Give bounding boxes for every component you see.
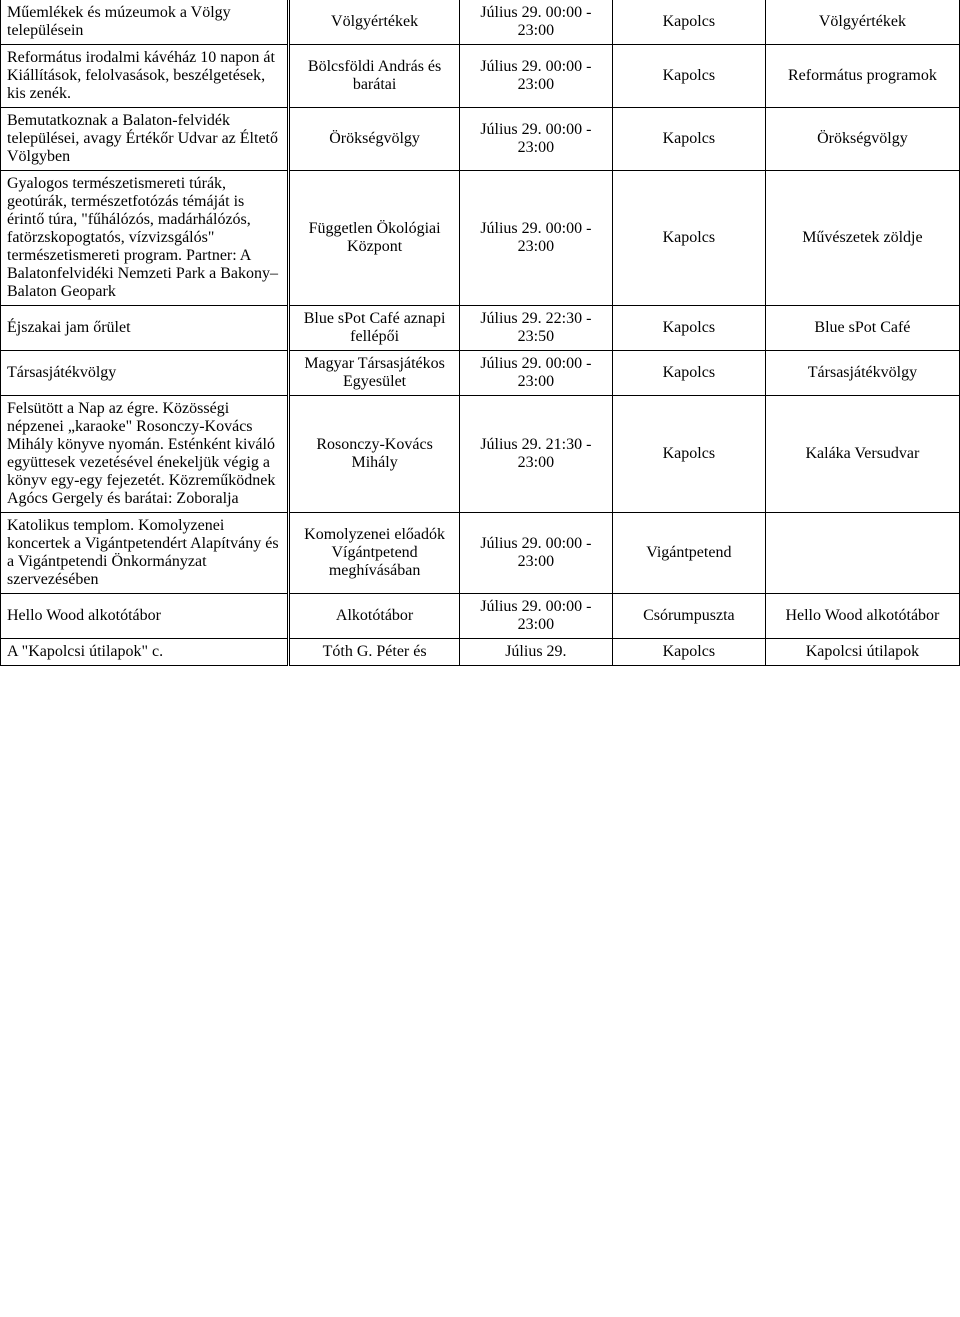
table-row: Felsütött a Nap az égre. Közösségi népze… (1, 396, 960, 513)
cell-time: Július 29. 00:00 - 23:00 (459, 513, 612, 594)
cell-category: Kapolcsi útilapok (765, 639, 959, 666)
table-row: Katolikus templom. Komolyzenei koncertek… (1, 513, 960, 594)
table-row: A "Kapolcsi útilapok" c. Tóth G. Péter é… (1, 639, 960, 666)
cell-place: Kapolcs (612, 171, 765, 306)
cell-category: Művészetek zöldje (765, 171, 959, 306)
cell-category: Kaláka Versudvar (765, 396, 959, 513)
cell-place: Kapolcs (612, 306, 765, 351)
cell-category: Örökségvölgy (765, 108, 959, 171)
cell-time: Július 29. 00:00 - 23:00 (459, 351, 612, 396)
table-row: Társasjátékvölgy Magyar Társasjátékos Eg… (1, 351, 960, 396)
cell-event: Műemlékek és múzeumok a Völgy települése… (1, 0, 289, 45)
events-tbody: Műemlékek és múzeumok a Völgy települése… (1, 0, 960, 666)
cell-category: Hello Wood alkotótábor (765, 594, 959, 639)
cell-place: Kapolcs (612, 45, 765, 108)
cell-performer: Tóth G. Péter és (289, 639, 460, 666)
cell-time: Július 29. 00:00 - 23:00 (459, 45, 612, 108)
cell-time: Július 29. 22:30 - 23:50 (459, 306, 612, 351)
cell-event: Református irodalmi kávéház 10 napon át … (1, 45, 289, 108)
cell-category: Völgyértékek (765, 0, 959, 45)
cell-place: Kapolcs (612, 0, 765, 45)
table-row: Gyalogos természetismereti túrák, geotúr… (1, 171, 960, 306)
cell-event: Éjszakai jam őrület (1, 306, 289, 351)
cell-time: Július 29. 00:00 - 23:00 (459, 108, 612, 171)
cell-performer: Rosonczy-Kovács Mihály (289, 396, 460, 513)
cell-performer: Örökségvölgy (289, 108, 460, 171)
cell-category (765, 513, 959, 594)
cell-performer: Komolyzenei előadók Vígántpetend meghívá… (289, 513, 460, 594)
cell-place: Kapolcs (612, 396, 765, 513)
cell-performer: Magyar Társasjátékos Egyesület (289, 351, 460, 396)
cell-time: Július 29. 21:30 - 23:00 (459, 396, 612, 513)
cell-time: Július 29. (459, 639, 612, 666)
cell-category: Református programok (765, 45, 959, 108)
cell-place: Kapolcs (612, 639, 765, 666)
events-table: Műemlékek és múzeumok a Völgy települése… (0, 0, 960, 666)
cell-category: Társasjátékvölgy (765, 351, 959, 396)
cell-event: Bemutatkoznak a Balaton-felvidék települ… (1, 108, 289, 171)
table-row: Éjszakai jam őrület Blue sPot Café aznap… (1, 306, 960, 351)
table-row: Műemlékek és múzeumok a Völgy települése… (1, 0, 960, 45)
cell-time: Július 29. 00:00 - 23:00 (459, 594, 612, 639)
cell-place: Csórumpuszta (612, 594, 765, 639)
cell-event: Társasjátékvölgy (1, 351, 289, 396)
table-row: Református irodalmi kávéház 10 napon át … (1, 45, 960, 108)
cell-place: Kapolcs (612, 108, 765, 171)
cell-place: Vigántpetend (612, 513, 765, 594)
cell-time: Július 29. 00:00 - 23:00 (459, 0, 612, 45)
cell-event: A "Kapolcsi útilapok" c. (1, 639, 289, 666)
cell-performer: Alkotótábor (289, 594, 460, 639)
cell-performer: Független Ökológiai Központ (289, 171, 460, 306)
cell-time: Július 29. 00:00 - 23:00 (459, 171, 612, 306)
table-row: Bemutatkoznak a Balaton-felvidék települ… (1, 108, 960, 171)
table-row: Hello Wood alkotótábor Alkotótábor Júliu… (1, 594, 960, 639)
cell-category: Blue sPot Café (765, 306, 959, 351)
cell-event: Hello Wood alkotótábor (1, 594, 289, 639)
cell-performer: Bölcsföldi András és barátai (289, 45, 460, 108)
cell-performer: Blue sPot Café aznapi fellépői (289, 306, 460, 351)
cell-event: Gyalogos természetismereti túrák, geotúr… (1, 171, 289, 306)
cell-event: Katolikus templom. Komolyzenei koncertek… (1, 513, 289, 594)
cell-place: Kapolcs (612, 351, 765, 396)
cell-event: Felsütött a Nap az égre. Közösségi népze… (1, 396, 289, 513)
cell-performer: Völgyértékek (289, 0, 460, 45)
